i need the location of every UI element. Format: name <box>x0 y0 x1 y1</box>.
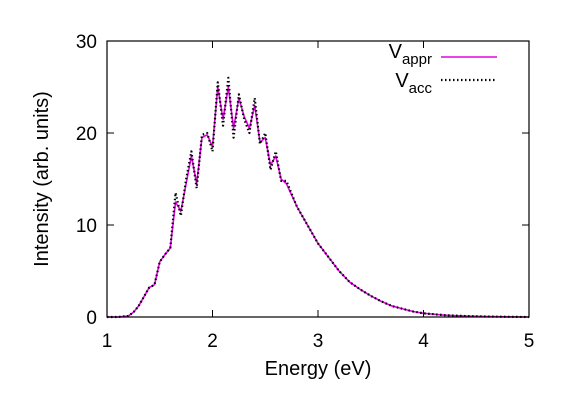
x-axis-label: Energy (eV) <box>265 358 372 380</box>
x-tick-label: 1 <box>102 331 113 352</box>
y-tick-label: 10 <box>76 216 97 237</box>
y-axis-label: Intensity (arb. units) <box>31 91 53 267</box>
legend-label: Vappr <box>389 41 432 68</box>
x-tick-label: 5 <box>524 331 535 352</box>
x-tick-label: 4 <box>418 331 429 352</box>
x-tick-label: 2 <box>207 331 218 352</box>
y-tick-label: 0 <box>86 308 97 329</box>
legend-entry-appr: Vappr <box>389 41 497 68</box>
legend-entry-acc: Vacc <box>395 70 497 97</box>
y-tick-label: 20 <box>76 124 97 145</box>
legend-label: Vacc <box>395 70 432 97</box>
series-line-appr <box>107 86 530 318</box>
series-line-acc <box>107 76 530 319</box>
plot-lines <box>107 76 530 319</box>
x-tick-label: 3 <box>313 331 324 352</box>
plot-frame <box>106 40 530 318</box>
y-tick-label: 30 <box>76 32 97 53</box>
